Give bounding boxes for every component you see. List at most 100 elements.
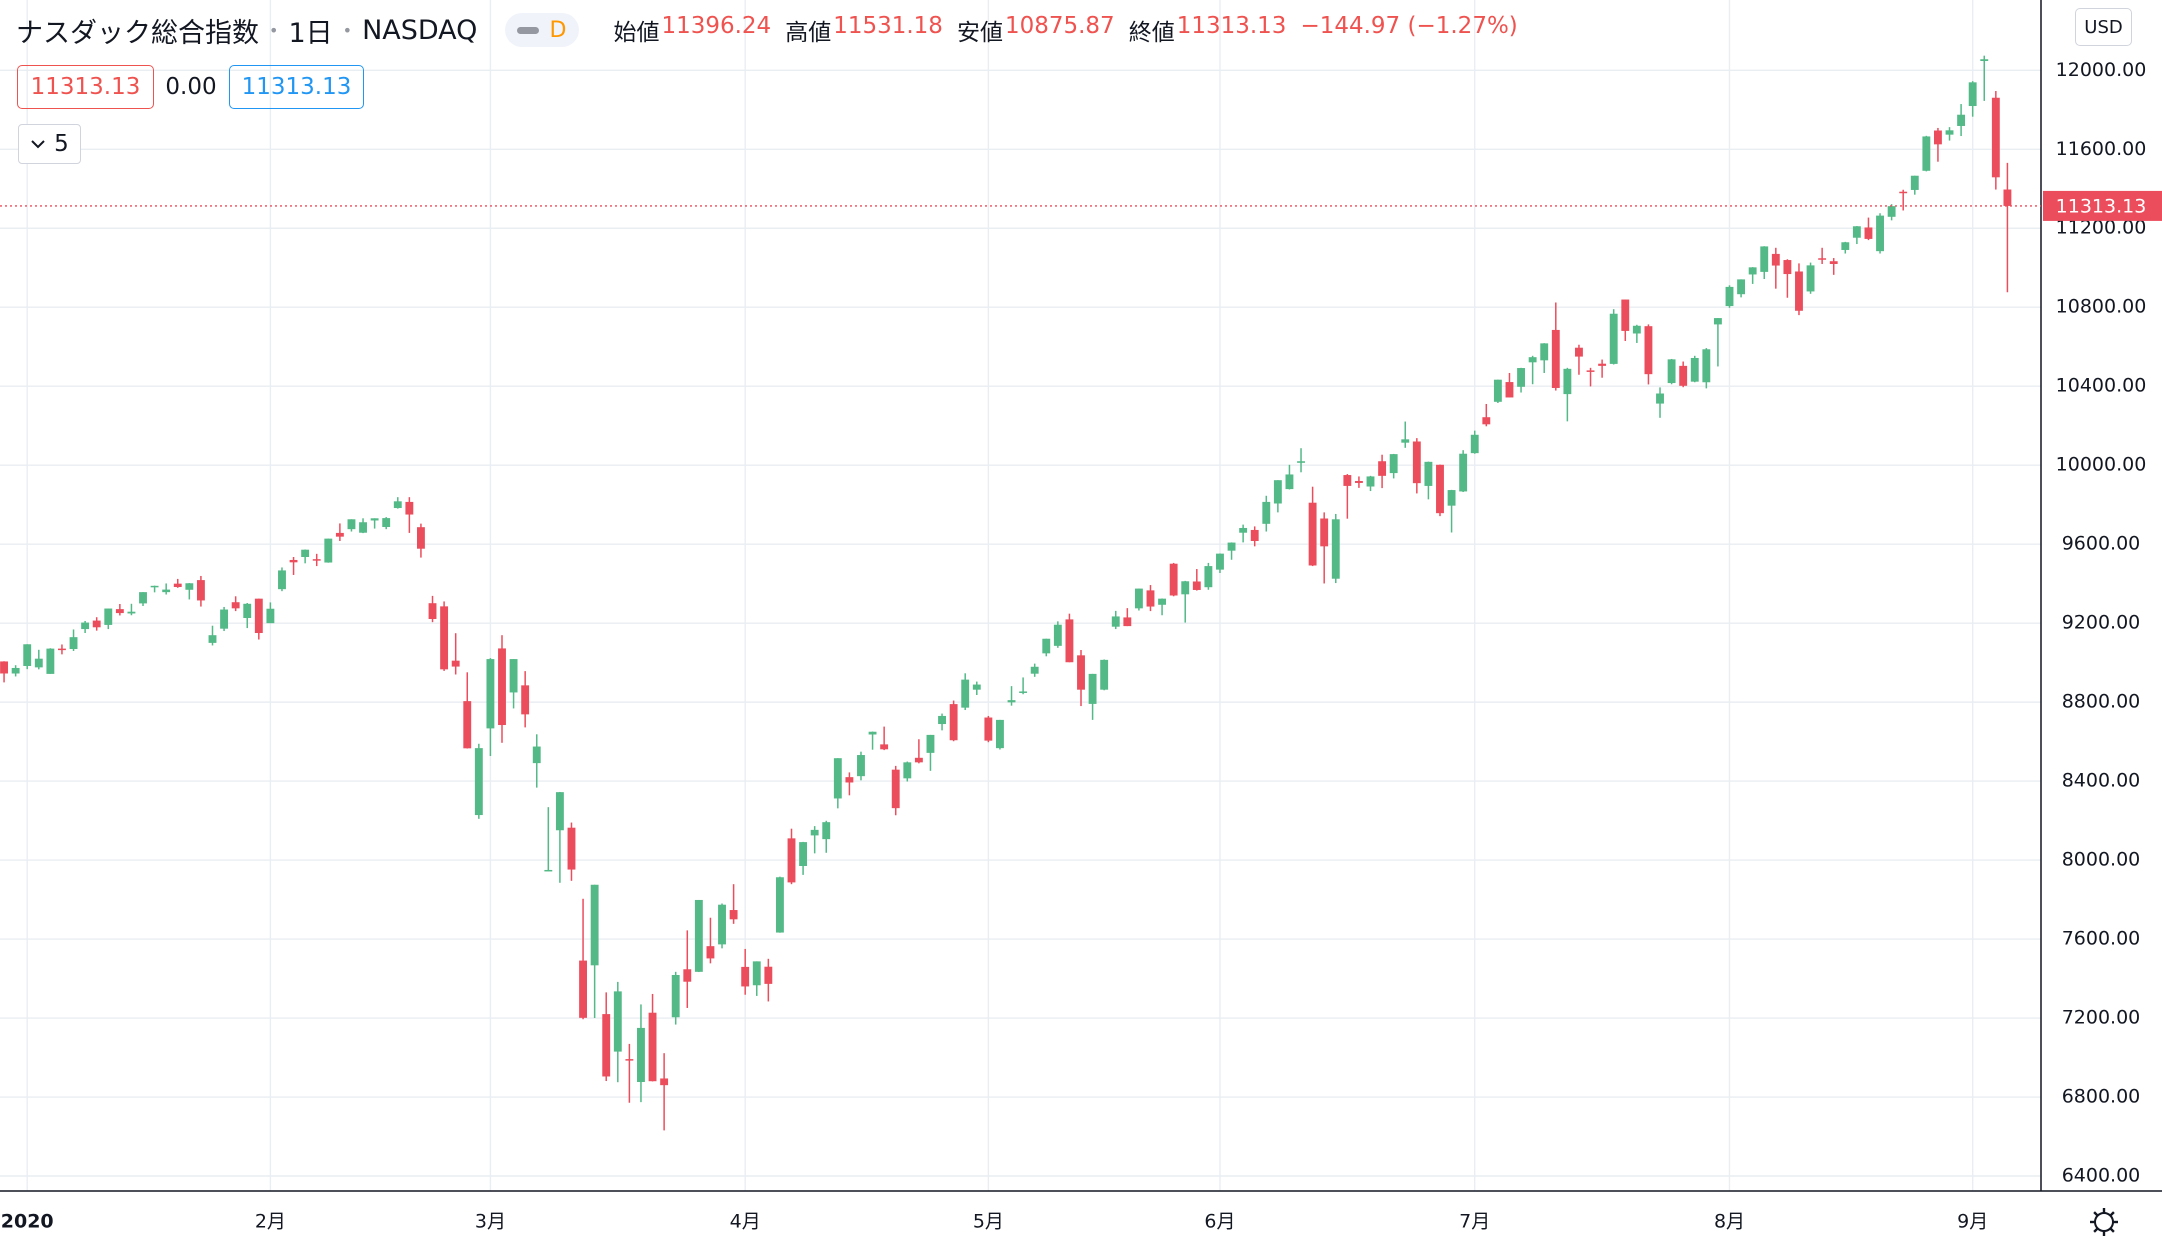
candle-body [509, 659, 518, 693]
candle [1273, 480, 1282, 513]
market-status[interactable]: D [505, 13, 580, 47]
candle [1401, 421, 1410, 448]
candle-body [335, 532, 344, 537]
candle [683, 930, 692, 1008]
candle-body [359, 522, 367, 533]
candle [845, 772, 854, 796]
candle [1204, 562, 1213, 590]
candle-body [1447, 490, 1456, 506]
candle-body [162, 589, 171, 593]
y-tick-label: 10400.00 [2056, 375, 2147, 397]
candle [335, 523, 344, 542]
candle-body [1354, 480, 1363, 483]
candle-body [474, 748, 483, 816]
sell-price[interactable]: 11313.13 [17, 65, 154, 109]
candle [1042, 638, 1051, 657]
candle-body [1401, 439, 1410, 443]
candle-body [637, 1027, 645, 1083]
candle-body [1123, 617, 1132, 627]
candle [949, 700, 958, 742]
candle [440, 601, 449, 671]
candle [1366, 475, 1375, 492]
candle-body [266, 608, 275, 624]
candle [1795, 263, 1803, 316]
candle [1134, 588, 1143, 611]
candle-body [741, 966, 750, 987]
candle [347, 519, 356, 532]
candle [1922, 135, 1931, 172]
candle-body [382, 518, 391, 527]
candle-body [1609, 313, 1618, 364]
candle [521, 671, 530, 728]
candle-body [857, 755, 865, 777]
candle-body [555, 792, 564, 831]
candle [301, 549, 310, 564]
chevron-icon [31, 140, 45, 149]
candle-body [34, 658, 43, 668]
candle [1459, 450, 1468, 493]
candle-body [1933, 130, 1942, 145]
candle-body [23, 644, 32, 666]
buy-price[interactable]: 11313.13 [229, 65, 364, 109]
candle-body [0, 661, 8, 674]
y-tick-label: 10000.00 [2056, 454, 2147, 476]
candle-body [220, 609, 229, 629]
candle-body [498, 648, 506, 726]
interval[interactable]: 1日 [288, 17, 333, 49]
currency-button[interactable]: USD [2075, 8, 2132, 46]
candle-body [949, 704, 958, 741]
candle [1239, 524, 1248, 543]
candle-body [1528, 357, 1537, 363]
y-tick-label: 7200.00 [2062, 1007, 2141, 1029]
candle [1053, 621, 1062, 648]
symbol-name[interactable]: ナスダック総合指数 [16, 17, 259, 49]
gear-tooth [2093, 1227, 2099, 1233]
candle-body [1737, 279, 1746, 295]
candle [1818, 247, 1827, 264]
candle [671, 971, 680, 1025]
candle-body [1065, 619, 1074, 663]
candle-body [926, 734, 935, 753]
candle-body [1818, 258, 1827, 260]
candle [1829, 258, 1838, 275]
candle-body [1748, 267, 1757, 275]
y-tick-label: 8400.00 [2062, 770, 2141, 792]
candle [278, 567, 286, 592]
y-tick-label: 6400.00 [2062, 1164, 2141, 1186]
candle [1551, 302, 1560, 391]
candle [104, 608, 113, 630]
open-value: 11396.24 [661, 13, 772, 39]
candle [579, 898, 587, 1020]
candle [220, 606, 229, 632]
candle [996, 719, 1004, 750]
candle [1806, 262, 1815, 294]
candle [764, 958, 773, 1002]
settings-icon[interactable] [2090, 1208, 2118, 1236]
indicators-toggle[interactable]: 5 [18, 124, 81, 164]
candle-body [1725, 286, 1734, 307]
candle [822, 820, 831, 853]
candle-body [486, 659, 495, 729]
candle [706, 917, 715, 964]
candle-body [1841, 242, 1850, 250]
candle-body [1308, 502, 1317, 566]
candle [718, 903, 726, 949]
candle [127, 603, 136, 616]
candle-body [961, 679, 970, 708]
candle-body [417, 527, 425, 549]
candle [1980, 55, 1989, 101]
candle-body [2003, 189, 2012, 206]
candle [81, 620, 90, 634]
candle-body [1227, 542, 1236, 551]
candle-body [58, 648, 66, 651]
gear-tooth [2093, 1211, 2099, 1217]
candle-body [1505, 382, 1514, 398]
candle [1575, 344, 1583, 375]
candle-body [1922, 136, 1931, 171]
candle [1424, 461, 1433, 500]
candle [602, 992, 611, 1082]
candle [1088, 673, 1097, 720]
candle [1968, 81, 1977, 117]
candle-body [11, 667, 20, 674]
candle-body [880, 744, 889, 750]
